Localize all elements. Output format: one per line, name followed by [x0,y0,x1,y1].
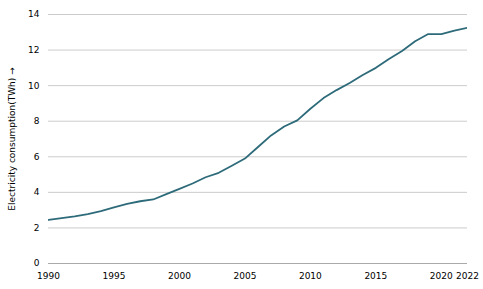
svg-text:2005: 2005 [233,271,256,281]
svg-text:2022: 2022 [456,271,479,281]
svg-text:Electricity consumption(TWh) →: Electricity consumption(TWh) → [7,67,17,211]
svg-text:2000: 2000 [168,271,191,281]
svg-text:2020: 2020 [430,271,453,281]
svg-text:1995: 1995 [103,271,126,281]
svg-text:4: 4 [34,187,40,197]
svg-text:2: 2 [34,223,40,233]
svg-text:14: 14 [28,9,40,19]
svg-text:6: 6 [34,152,40,162]
svg-text:2015: 2015 [364,271,387,281]
svg-text:8: 8 [34,116,40,126]
svg-text:10: 10 [28,81,40,91]
svg-text:2010: 2010 [299,271,322,281]
svg-text:1990: 1990 [37,271,60,281]
svg-text:0: 0 [34,258,40,268]
svg-text:12: 12 [28,45,39,55]
